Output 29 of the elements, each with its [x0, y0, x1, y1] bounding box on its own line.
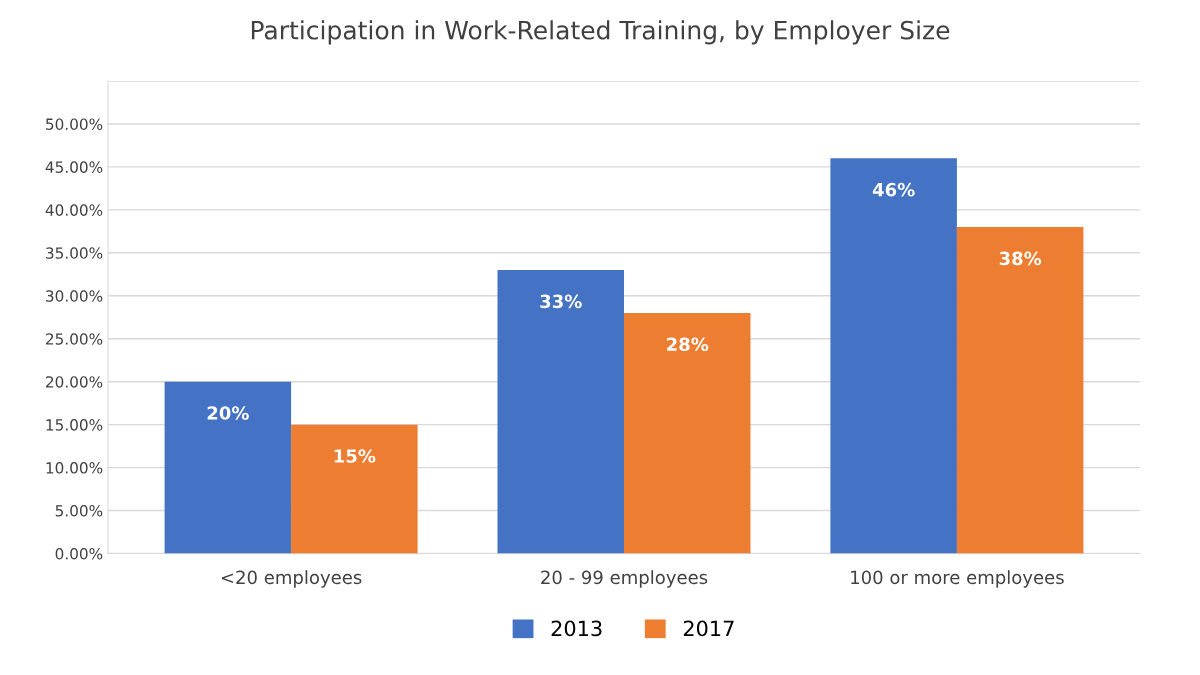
- bar: [830, 158, 957, 554]
- y-tick-label: 35.00%: [46, 247, 103, 259]
- y-tick-label: 30.00%: [46, 290, 103, 302]
- bar: [956, 227, 1084, 554]
- y-tick-label: 5.00%: [55, 505, 103, 517]
- y-tick-label: 50.00%: [46, 118, 103, 130]
- data-label: 46%: [872, 182, 915, 197]
- y-tick-label: 0.00%: [55, 547, 103, 560]
- data-label: 28%: [667, 337, 709, 352]
- data-label: 15%: [334, 449, 376, 463]
- x-tick-label: <20 employees: [221, 570, 362, 588]
- legend-label: 2017: [683, 620, 734, 637]
- chart-title: Participation in Work-Related Training, by Employer Size: [251, 20, 950, 45]
- y-tick-label: 10.00%: [46, 462, 103, 474]
- data-label: 38%: [999, 251, 1042, 266]
- data-label: 33%: [540, 294, 582, 309]
- bar: [624, 312, 751, 554]
- legend-label: 2013: [551, 620, 602, 637]
- bar: [291, 424, 418, 554]
- x-tick-label: 100 or more employees: [851, 570, 1064, 588]
- y-tick-label: 40.00%: [45, 204, 103, 216]
- y-tick-label: 20.00%: [46, 376, 103, 388]
- bar: [497, 270, 624, 554]
- y-tick-label: 15.00%: [46, 419, 103, 431]
- x-tick-label: 20 - 99 employees: [541, 570, 708, 588]
- bar: [164, 381, 292, 554]
- y-tick-label: 25.00%: [46, 333, 103, 345]
- data-label: 20%: [207, 406, 249, 420]
- y-tick-label: 45.00%: [45, 161, 103, 173]
